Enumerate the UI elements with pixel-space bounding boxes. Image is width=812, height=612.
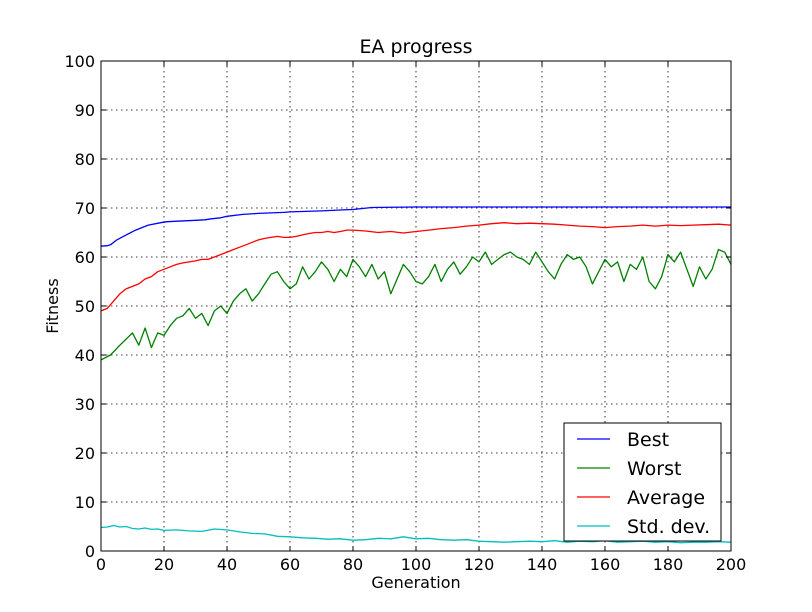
y-tick-label: 50 [75,297,95,316]
y-axis-title: Fitness [43,278,62,333]
y-tick-label: 20 [75,444,95,463]
legend-label: Average [627,487,705,509]
y-tick-label: 70 [75,199,95,218]
y-tick-label: 30 [75,395,95,414]
y-tick-label: 80 [75,150,95,169]
series-line-best [100,206,731,247]
y-tick-label: 40 [75,346,95,365]
y-tick-label: 100 [64,52,95,71]
x-tick-label: 60 [280,555,300,574]
x-tick-label: 20 [154,555,174,574]
x-tick-label: 40 [217,555,237,574]
series-line-std-dev [100,524,732,544]
legend-box [563,422,722,542]
series-line-worst [100,248,732,361]
x-tick-label: 200 [716,555,747,574]
legend-label: Std. dev. [627,516,710,538]
ticks: 0 20 40 60 80 100 120 140 160 180 200 0 10 20 30 40 50 60… [64,52,746,574]
x-tick-label: 100 [401,555,432,574]
y-tick-label: 60 [75,248,95,267]
x-tick-label: 120 [464,555,495,574]
legend: Best Worst Average Std. dev. [563,422,722,542]
chart-title: EA progress [359,36,472,58]
series-lines [100,206,732,544]
legend-label: Best [627,429,669,451]
legend-label: Worst [627,458,681,480]
x-tick-label: 140 [527,555,558,574]
x-tick-label: 80 [343,555,363,574]
x-tick-label: 0 [96,555,106,574]
x-tick-label: 180 [653,555,684,574]
series-line-average [100,222,732,312]
y-tick-label: 10 [75,493,95,512]
y-tick-label: 90 [75,101,95,120]
x-axis-title: Generation [371,573,460,592]
x-tick-label: 160 [590,555,621,574]
y-tick-label: 0 [85,542,95,561]
